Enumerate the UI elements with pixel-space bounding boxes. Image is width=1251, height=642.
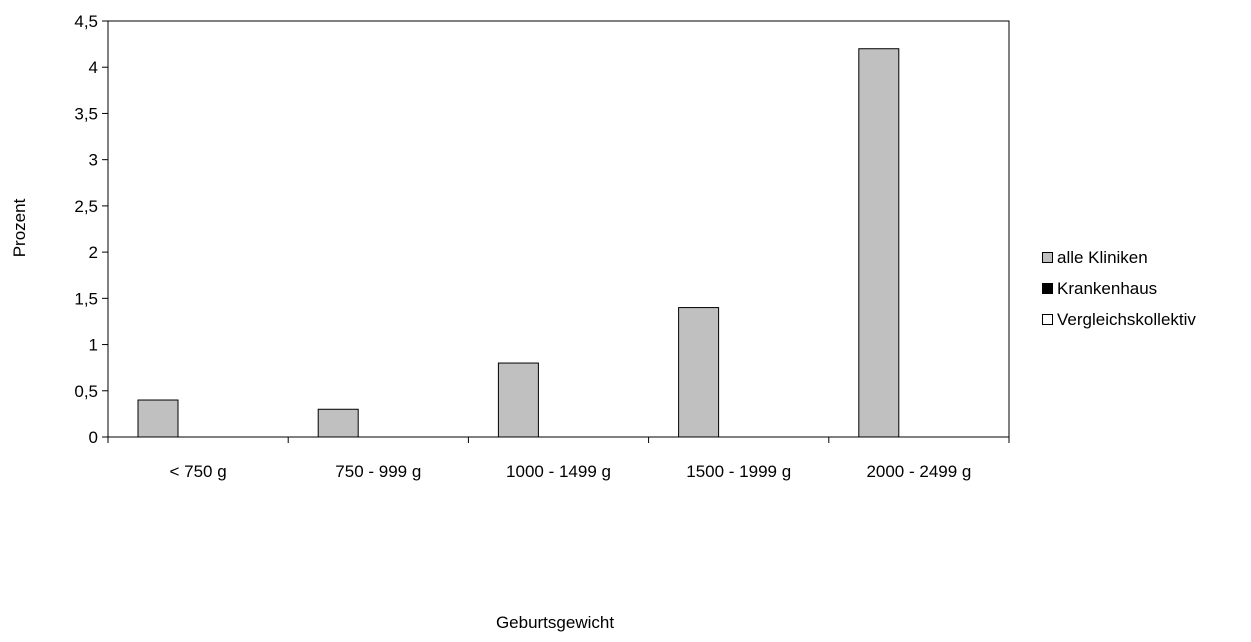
y-tick-label: 1 <box>89 336 98 355</box>
x-tick-label: 1500 - 1999 g <box>686 462 791 481</box>
legend: alle Kliniken Krankenhaus Vergleichskoll… <box>1042 242 1196 335</box>
y-axis-title: Prozent <box>10 198 29 257</box>
bar <box>317 408 359 438</box>
y-tick-label: 3,5 <box>74 104 98 123</box>
legend-label: Vergleichskollektiv <box>1057 309 1196 329</box>
legend-item-alle-kliniken: alle Kliniken <box>1042 242 1196 273</box>
x-tick-label: 1000 - 1499 g <box>506 462 611 481</box>
x-tick-label: 750 - 999 g <box>335 462 421 481</box>
x-tick-label: 2000 - 2499 g <box>866 462 971 481</box>
y-tick-label: 3 <box>89 151 98 170</box>
plot-border <box>107 20 1010 438</box>
y-tick-label: 2 <box>89 243 98 262</box>
legend-swatch <box>1042 314 1053 325</box>
x-axis-title: Geburtsgewicht <box>496 613 614 632</box>
legend-swatch <box>1042 283 1053 294</box>
bar <box>678 307 720 438</box>
y-tick-label: 0 <box>89 428 98 447</box>
legend-item-vergleichskollektiv: Vergleichskollektiv <box>1042 304 1196 335</box>
y-tick-label: 0,5 <box>74 382 98 401</box>
bar <box>137 399 179 438</box>
legend-label: Krankenhaus <box>1057 278 1158 298</box>
bar <box>497 362 539 438</box>
y-tick-label: 4 <box>89 58 98 77</box>
y-tick-label: 2,5 <box>74 197 98 216</box>
bar <box>858 48 900 438</box>
legend-item-krankenhaus: Krankenhaus <box>1042 273 1196 304</box>
legend-label: alle Kliniken <box>1057 247 1148 267</box>
legend-swatch <box>1042 252 1053 263</box>
y-tick-label: 4,5 <box>74 12 98 31</box>
y-tick-label: 1,5 <box>74 289 98 308</box>
plot-area: 0 0,5 1 1,5 2 2,5 3 3,5 4 4,5 < 750 g 750 - 999 g 10… <box>74 12 1010 481</box>
x-tick-label: < 750 g <box>169 462 226 481</box>
